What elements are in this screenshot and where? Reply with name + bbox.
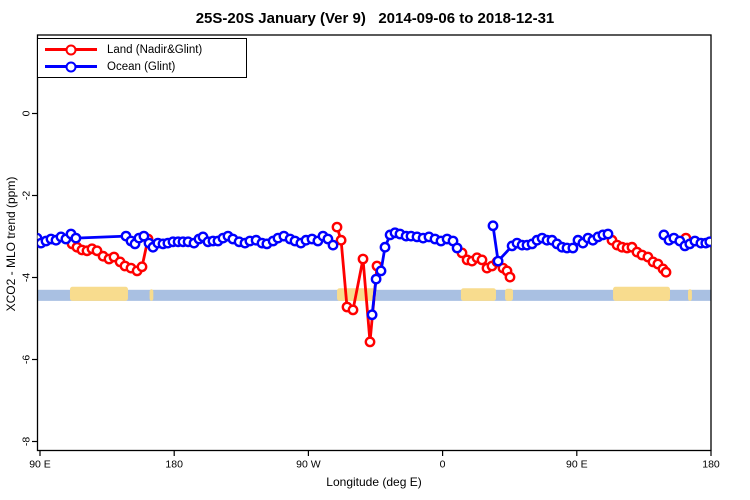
y-axis-label: XCO2 - MLO trend (ppm) bbox=[4, 176, 18, 312]
data-point bbox=[451, 242, 463, 254]
data-point bbox=[375, 265, 387, 277]
y-tick-label: -2 bbox=[21, 191, 33, 200]
data-point bbox=[504, 271, 516, 283]
x-axis: 90 E 180 90 W 0 90 E 180 bbox=[29, 450, 720, 471]
ocean-line-marker-icon bbox=[45, 61, 97, 73]
land-segment-australia-2 bbox=[613, 286, 670, 301]
land-segment-madagascar bbox=[505, 288, 513, 301]
chart-title: 25S-20S January (Ver 9) 2014-09-06 to 20… bbox=[195, 10, 555, 27]
land-segment-africa bbox=[460, 288, 496, 301]
data-point bbox=[347, 304, 359, 316]
data-point bbox=[567, 242, 579, 254]
x-tick-label: 90 E bbox=[566, 459, 588, 471]
data-point bbox=[70, 232, 82, 244]
series-ocean bbox=[37, 220, 711, 321]
data-point bbox=[366, 309, 378, 321]
land-segment-new-caledonia bbox=[149, 289, 154, 301]
legend-label-ocean: Ocean (Glint) bbox=[107, 60, 176, 73]
x-axis-label: Longitude (deg E) bbox=[326, 475, 422, 489]
data-point bbox=[331, 221, 343, 233]
legend-item-ocean: Ocean (Glint) bbox=[45, 60, 246, 74]
data-point bbox=[492, 255, 504, 267]
land-line-marker-icon bbox=[45, 44, 97, 56]
y-tick-label: 0 bbox=[21, 110, 33, 116]
data-point bbox=[364, 336, 376, 348]
data-point bbox=[660, 266, 672, 278]
y-axis: 0 -2 -4 -6 -8 bbox=[21, 110, 38, 446]
y-tick-label: -4 bbox=[21, 273, 33, 282]
legend-label-land: Land (Nadir&Glint) bbox=[107, 43, 203, 56]
data-point bbox=[487, 220, 499, 232]
data-point bbox=[357, 253, 369, 265]
data-point bbox=[370, 273, 382, 285]
land-segment-australia bbox=[69, 286, 128, 301]
x-tick-label: 90 W bbox=[296, 459, 321, 471]
data-point bbox=[138, 230, 150, 242]
data-point bbox=[335, 234, 347, 246]
x-tick-label: 90 E bbox=[29, 459, 51, 471]
land-segment-new-caledonia-2 bbox=[688, 289, 692, 301]
legend: Land (Nadir&Glint) Ocean (Glint) bbox=[37, 38, 247, 78]
data-point bbox=[327, 239, 339, 251]
legend-item-land: Land (Nadir&Glint) bbox=[45, 43, 246, 57]
x-tick-label: 180 bbox=[165, 459, 183, 471]
data-point bbox=[476, 254, 488, 266]
x-tick-label: 180 bbox=[702, 459, 720, 471]
y-tick-label: -6 bbox=[21, 355, 33, 364]
x-tick-label: 0 bbox=[440, 459, 446, 471]
data-point bbox=[379, 241, 391, 253]
data-point bbox=[136, 261, 148, 273]
data-point bbox=[602, 228, 614, 240]
data-point bbox=[704, 236, 711, 248]
y-tick-label: -8 bbox=[21, 437, 33, 446]
